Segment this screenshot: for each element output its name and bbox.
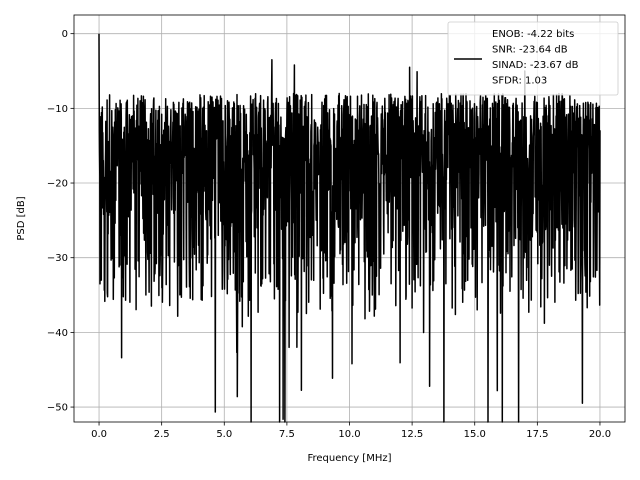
y-tick-label: −10 (47, 104, 68, 115)
legend-text-enob: ENOB: -4.22 bits (492, 29, 574, 40)
x-tick-label: 20.0 (589, 429, 611, 440)
y-tick-label: −30 (47, 253, 68, 264)
legend-box (447, 21, 619, 96)
x-tick-label: 10.0 (338, 429, 360, 440)
psd-series-line (98, 33, 601, 423)
x-tick-label: 0.0 (91, 429, 107, 440)
y-tick-label: −40 (47, 328, 68, 339)
x-tick-label: 2.5 (154, 429, 170, 440)
y-tick-label: 0 (62, 29, 68, 40)
legend-text-sinad: SINAD: -23.67 dB (492, 60, 579, 71)
legend-text-sfdr: SFDR: 1.03 (492, 76, 547, 87)
x-tick-label: 5.0 (216, 429, 232, 440)
x-tick-label: 7.5 (279, 429, 295, 440)
plot-area (98, 33, 601, 423)
legend: ENOB: -4.22 bits SNR: -23.64 dB SINAD: -… (447, 21, 619, 96)
x-axis-label: Frequency [MHz] (307, 453, 391, 464)
y-tick-label: −50 (47, 403, 68, 414)
x-tick-label: 17.5 (526, 429, 548, 440)
y-axis-label: PSD [dB] (16, 196, 27, 240)
x-tick-label: 15.0 (464, 429, 486, 440)
x-tick-label: 12.5 (401, 429, 423, 440)
y-axis-ticks: 0 −10 −20 −30 −40 −50 (47, 29, 74, 414)
legend-text-snr: SNR: -23.64 dB (492, 45, 568, 56)
y-tick-label: −20 (47, 179, 68, 190)
x-axis-ticks: 0.0 2.5 5.0 7.5 10.0 12.5 15.0 17.5 20.0 (91, 422, 611, 440)
